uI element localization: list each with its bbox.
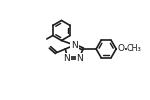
Text: CH₃: CH₃ [127, 44, 142, 54]
Text: N: N [71, 41, 78, 50]
Text: N: N [63, 54, 70, 63]
Text: N: N [77, 54, 83, 63]
Text: O: O [118, 44, 125, 54]
